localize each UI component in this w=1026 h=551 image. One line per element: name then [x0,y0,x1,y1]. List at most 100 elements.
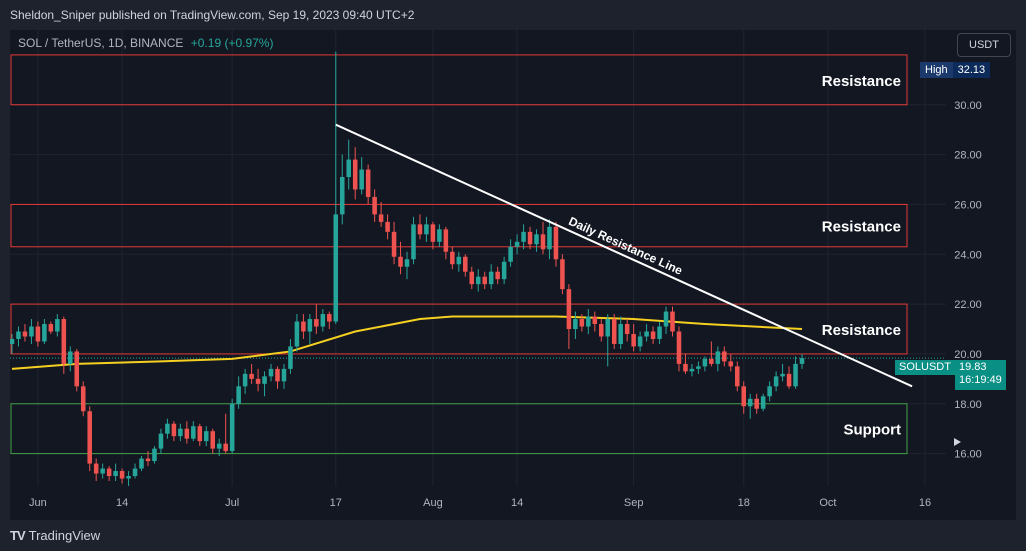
candle-body [450,251,455,265]
candle-body [599,324,604,337]
candle-body [722,351,727,362]
candle-body [236,386,241,404]
tradingview-brand: TradingView [28,528,101,543]
candle-body [255,378,261,384]
candle-body [223,443,228,452]
candle-body [16,331,21,339]
candle-body [650,331,656,339]
resistance-zone-label: Resistance [822,73,901,90]
tradingview-logo[interactable]: TV TradingView [10,528,100,543]
candle-body [514,241,520,247]
candle-body [48,324,54,332]
x-tick-label: 14 [511,497,523,509]
candle-body [696,366,701,369]
candle-body [203,431,209,442]
y-tick-label: 30.00 [954,100,982,112]
candle-body [734,366,740,387]
candle-body [398,256,403,267]
y-tick-label: 16.00 [954,449,982,461]
x-tick-label: 17 [330,497,342,509]
last-price-value: 19.83 [958,361,987,373]
price-change: +0.19 (+0.97%) [190,36,274,50]
price-chart[interactable]: Resistance Resistance Resistance Support Dai… [10,30,1016,520]
candle-body [106,468,112,477]
candle-body [618,324,623,344]
candle-body [372,196,377,215]
candle-body [262,376,267,384]
candle-body [61,319,67,364]
last-price-box: 19.83 16:19:49 [954,360,1006,390]
resistance-zone [10,54,908,106]
candle-body [327,314,332,322]
candle-body [229,403,235,452]
candle-body [624,324,630,334]
candle-body [178,428,183,437]
candle-body [385,221,390,232]
candle-body [152,448,157,462]
candle-body [495,271,500,280]
resistance-zone-label: Resistance [822,219,901,236]
candle-body [275,368,280,382]
moving-average-line [11,315,803,370]
candle-body [689,368,695,372]
y-tick-label: 22.00 [954,299,982,311]
last-price-tag: SOLUSDT 19.83 16:19:49 [895,360,1013,390]
candle-body [683,363,688,372]
candle-body [333,214,339,322]
currency-button[interactable]: USDT [957,33,1011,57]
candle-body [165,423,170,434]
chart-area[interactable]: Resistance Resistance Resistance Support Dai… [10,30,1016,520]
y-tick-label: 20.00 [954,349,982,361]
x-tick-label: Jul [225,497,239,509]
candle-body [560,259,565,290]
candle-body [378,214,384,222]
candle-body [728,361,734,367]
y-tick-label: 26.00 [954,199,982,211]
last-price-symbol: SOLUSDT [895,360,955,375]
scroll-right-icon [954,438,961,446]
candle-body [411,224,416,260]
candle-body [320,314,326,327]
x-tick-label: Aug [423,497,443,509]
candle-body [702,358,708,367]
candle-body [417,224,423,235]
candle-body [540,234,546,250]
high-label: High [925,64,948,76]
footer: TV TradingView [0,520,1026,551]
candle-body [210,431,216,449]
candle-body [249,373,254,379]
candle-body [676,331,682,364]
candle-body [767,386,772,397]
support-zone [10,403,908,455]
candle-body [488,271,494,285]
candle-body [346,159,351,178]
candle-body [443,229,449,252]
resistance-zone-label: Resistance [822,322,901,339]
x-tick-label: Jun [29,497,47,509]
candle-body [145,458,151,462]
publisher-text: Sheldon_Sniper published on TradingView.… [10,8,415,22]
candle-body [437,229,442,242]
candle-body [611,319,617,344]
candle-body [191,426,196,439]
candle-body [404,259,410,267]
x-tick-label: 18 [738,497,750,509]
candle-body [754,398,759,409]
candle-body [10,338,15,344]
candle-body [359,169,364,190]
candle-body [760,396,766,409]
resistance-zone [10,303,908,355]
y-tick-label: 28.00 [954,150,982,162]
candle-body [715,351,721,364]
candle-body [281,368,287,382]
candle-body [314,319,319,327]
candle-body [799,358,805,364]
candle-body [93,463,99,474]
candle-body [475,276,481,285]
candle-body [301,321,306,332]
candle-body [430,224,436,242]
x-tick-label: 14 [116,497,128,509]
candle-body [55,319,60,332]
candle-body [592,316,598,325]
x-tick-label: 16 [919,497,931,509]
